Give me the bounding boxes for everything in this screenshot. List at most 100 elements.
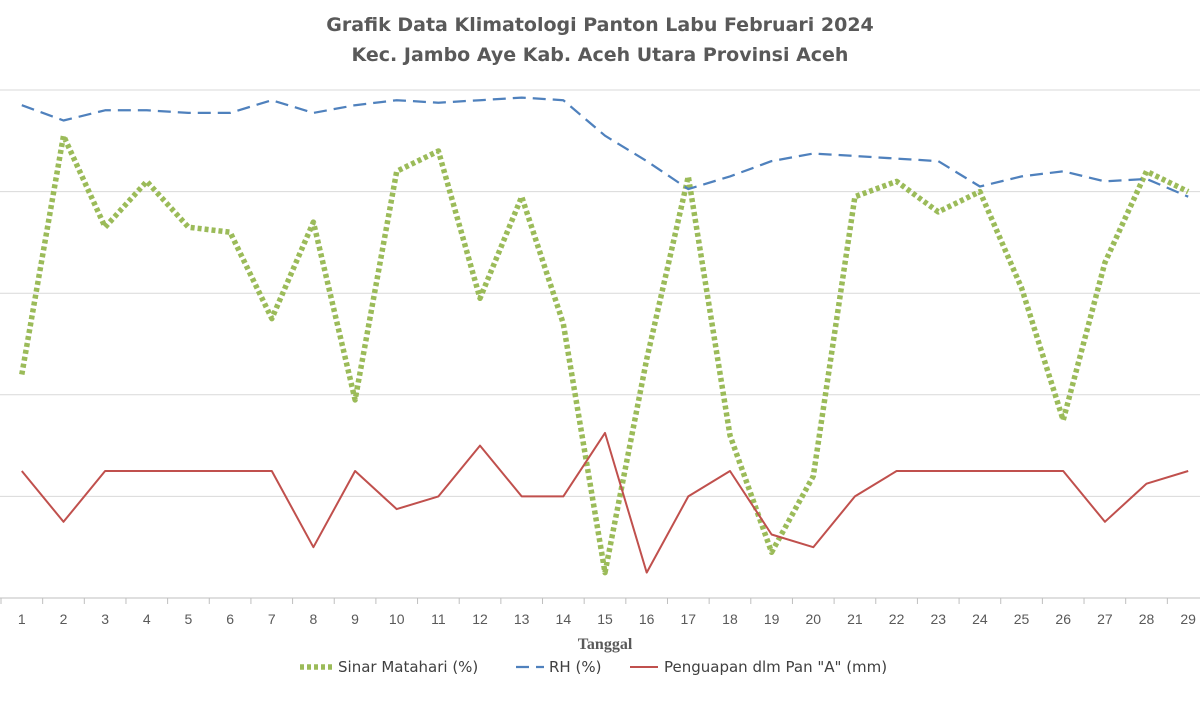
data-point-rh: [61, 118, 65, 122]
data-point-sinar: [436, 149, 440, 153]
data-point-rh: [145, 108, 149, 112]
data-point-penguapan: [311, 545, 315, 549]
data-point-rh: [686, 187, 690, 191]
data-point-rh: [895, 157, 899, 161]
x-tick-label: 5: [185, 611, 193, 627]
series-line-penguapan: [21, 431, 1189, 574]
data-point-rh: [228, 111, 232, 115]
data-point-penguapan: [895, 469, 899, 473]
data-point-sinar: [1061, 418, 1065, 422]
data-point-rh: [436, 101, 440, 105]
data-point-penguapan: [1020, 469, 1024, 473]
x-tick-label: 14: [556, 611, 572, 627]
data-point-penguapan: [686, 494, 690, 498]
x-tick-label: 16: [639, 611, 655, 627]
x-tick-label: 13: [514, 611, 530, 627]
data-point-rh: [1020, 174, 1024, 178]
data-point-sinar: [520, 195, 524, 199]
data-point-rh: [478, 98, 482, 102]
data-point-sinar: [645, 357, 649, 361]
data-point-sinar: [61, 134, 65, 138]
data-point-sinar: [978, 190, 982, 194]
data-point-penguapan: [645, 571, 649, 575]
data-point-rh: [770, 159, 774, 163]
x-tick-label: 22: [889, 611, 905, 627]
legend-label-rh: RH (%): [549, 658, 601, 676]
chart-title: Grafik Data Klimatologi Panton Labu Febr…: [326, 14, 874, 36]
x-tick-label: 27: [1097, 611, 1113, 627]
data-point-sinar: [770, 550, 774, 554]
data-point-penguapan: [186, 469, 190, 473]
data-point-penguapan: [228, 469, 232, 473]
data-point-penguapan: [353, 469, 357, 473]
data-point-penguapan: [1145, 482, 1149, 486]
data-point-rh: [811, 152, 815, 156]
x-tick-label: 24: [972, 611, 988, 627]
series-line-rh: [21, 96, 1189, 198]
data-point-penguapan: [61, 520, 65, 524]
data-point-penguapan: [603, 431, 607, 435]
data-point-penguapan: [520, 494, 524, 498]
x-axis-label: Tanggal: [578, 636, 633, 653]
data-point-sinar: [1186, 190, 1190, 194]
series-lines: [19, 96, 1190, 576]
data-point-sinar: [603, 571, 607, 575]
data-point-sinar: [20, 372, 24, 376]
data-point-rh: [520, 96, 524, 100]
legend-label-penguapan: Penguapan dlm Pan "A" (mm): [664, 658, 887, 676]
x-tick-label: 17: [681, 611, 697, 627]
data-point-sinar: [311, 220, 315, 224]
data-point-sinar: [895, 179, 899, 183]
x-tick-label: 9: [351, 611, 359, 627]
data-point-sinar: [936, 210, 940, 214]
x-tick-label: 10: [389, 611, 405, 627]
data-point-penguapan: [1061, 469, 1065, 473]
x-tick-label: 8: [310, 611, 318, 627]
x-tick-label: 11: [431, 611, 446, 627]
data-point-sinar: [395, 169, 399, 173]
data-point-rh: [603, 134, 607, 138]
data-point-rh: [728, 174, 732, 178]
legend: Sinar Matahari (%) RH (%) Penguapan dlm Pa…: [300, 658, 887, 676]
x-tick-label: 20: [805, 611, 821, 627]
data-point-penguapan: [561, 494, 565, 498]
data-point-penguapan: [978, 469, 982, 473]
data-point-sinar: [186, 225, 190, 229]
data-point-sinar: [145, 179, 149, 183]
data-point-penguapan: [270, 469, 274, 473]
data-point-rh: [1145, 177, 1149, 181]
data-point-penguapan: [395, 507, 399, 511]
data-point-sinar: [1103, 261, 1107, 265]
data-point-sinar: [353, 398, 357, 402]
x-tick-label: 12: [472, 611, 488, 627]
data-point-sinar: [103, 225, 107, 229]
data-point-rh: [186, 111, 190, 115]
x-axis: 1 2 3 4 5 6 7 8 9 10 11 12 13 14 15 16 17 18 19 20 21 22 23 24 2…: [0, 597, 1200, 627]
data-point-sinar: [270, 317, 274, 321]
data-point-rh: [936, 159, 940, 163]
data-point-penguapan: [853, 494, 857, 498]
data-point-rh: [853, 154, 857, 158]
x-tick-label: 7: [268, 611, 276, 627]
data-point-penguapan: [478, 444, 482, 448]
x-tick-label: 28: [1139, 611, 1155, 627]
x-tick-label: 1: [18, 611, 26, 627]
data-point-penguapan: [811, 545, 815, 549]
data-point-penguapan: [1103, 520, 1107, 524]
chart-subtitle: Kec. Jambo Aye Kab. Aceh Utara Provinsi …: [352, 44, 849, 66]
x-tick-label: 21: [847, 611, 863, 627]
data-point-penguapan: [770, 533, 774, 537]
data-point-sinar: [561, 322, 565, 326]
data-point-rh: [978, 185, 982, 189]
data-point-penguapan: [20, 469, 24, 473]
data-point-sinar: [1145, 169, 1149, 173]
data-point-rh: [311, 111, 315, 115]
data-point-sinar: [728, 433, 732, 437]
gridlines: [0, 89, 1200, 599]
data-point-penguapan: [145, 469, 149, 473]
data-point-rh: [353, 103, 357, 107]
data-point-rh: [20, 103, 24, 107]
data-point-rh: [561, 98, 565, 102]
